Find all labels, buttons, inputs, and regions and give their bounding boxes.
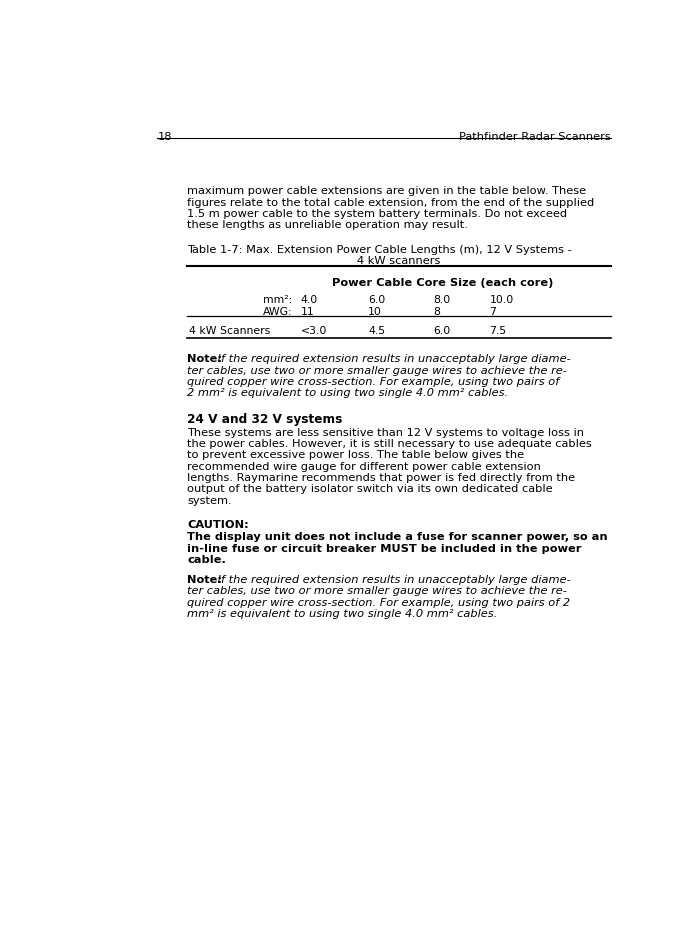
Text: 4 kW Scanners: 4 kW Scanners xyxy=(189,326,270,337)
Text: mm² is equivalent to using two single 4.0 mm² cables.: mm² is equivalent to using two single 4.… xyxy=(187,609,497,619)
Text: 7: 7 xyxy=(489,307,496,317)
Text: quired copper wire cross-section. For example, using two pairs of 2: quired copper wire cross-section. For ex… xyxy=(187,598,570,607)
Text: recommended wire gauge for different power cable extension: recommended wire gauge for different pow… xyxy=(187,462,541,472)
Text: If the required extension results in unacceptably large diame-: If the required extension results in una… xyxy=(214,575,571,585)
Text: system.: system. xyxy=(187,496,231,505)
Text: 11: 11 xyxy=(300,307,314,317)
Text: Table 1-7: Max. Extension Power Cable Lengths (m), 12 V Systems -: Table 1-7: Max. Extension Power Cable Le… xyxy=(187,245,572,254)
Text: these lengths as unreliable operation may result.: these lengths as unreliable operation ma… xyxy=(187,220,468,230)
Text: The display unit does not include a fuse for scanner power, so an: The display unit does not include a fuse… xyxy=(187,533,608,542)
Text: These systems are less sensitive than 12 V systems to voltage loss in: These systems are less sensitive than 12… xyxy=(187,428,584,438)
Text: 4.0: 4.0 xyxy=(300,295,318,306)
Text: If the required extension results in unacceptably large diame-: If the required extension results in una… xyxy=(214,354,571,364)
Text: cable.: cable. xyxy=(187,555,226,565)
Text: Note:: Note: xyxy=(187,354,222,364)
Text: Pathfinder Radar Scanners: Pathfinder Radar Scanners xyxy=(459,131,611,142)
Text: 10: 10 xyxy=(368,307,382,317)
Text: maximum power cable extensions are given in the table below. These: maximum power cable extensions are given… xyxy=(187,186,586,197)
Text: output of the battery isolator switch via its own dedicated cable: output of the battery isolator switch vi… xyxy=(187,484,553,494)
Text: the power cables. However, it is still necessary to use adequate cables: the power cables. However, it is still n… xyxy=(187,439,592,449)
Text: in-line fuse or circuit breaker MUST be included in the power: in-line fuse or circuit breaker MUST be … xyxy=(187,544,581,553)
Text: ter cables, use two or more smaller gauge wires to achieve the re-: ter cables, use two or more smaller gaug… xyxy=(187,587,567,596)
Text: mm²:: mm²: xyxy=(263,295,293,306)
Text: 2 mm² is equivalent to using two single 4.0 mm² cables.: 2 mm² is equivalent to using two single … xyxy=(187,388,508,398)
Text: AWG:: AWG: xyxy=(263,307,293,317)
Text: quired copper wire cross-section. For example, using two pairs of: quired copper wire cross-section. For ex… xyxy=(187,377,559,387)
Text: 8.0: 8.0 xyxy=(433,295,450,306)
Text: 24 V and 32 V systems: 24 V and 32 V systems xyxy=(187,412,342,426)
Text: 6.0: 6.0 xyxy=(433,326,450,337)
Text: to prevent excessive power loss. The table below gives the: to prevent excessive power loss. The tab… xyxy=(187,450,524,461)
Text: ter cables, use two or more smaller gauge wires to achieve the re-: ter cables, use two or more smaller gaug… xyxy=(187,365,567,376)
Text: 4.5: 4.5 xyxy=(368,326,385,337)
Text: lengths. Raymarine recommends that power is fed directly from the: lengths. Raymarine recommends that power… xyxy=(187,473,575,483)
Text: 4 kW scanners: 4 kW scanners xyxy=(358,256,441,266)
Text: <3.0: <3.0 xyxy=(300,326,327,337)
Text: 10.0: 10.0 xyxy=(489,295,514,306)
Text: Power Cable Core Size (each core): Power Cable Core Size (each core) xyxy=(332,278,553,289)
Text: CAUTION:: CAUTION: xyxy=(187,520,249,530)
Text: 6.0: 6.0 xyxy=(368,295,385,306)
Text: 1.5 m power cable to the system battery terminals. Do not exceed: 1.5 m power cable to the system battery … xyxy=(187,209,567,219)
Text: 7.5: 7.5 xyxy=(489,326,507,337)
Text: 18: 18 xyxy=(158,131,172,142)
Text: 8: 8 xyxy=(433,307,440,317)
Text: figures relate to the total cable extension, from the end of the supplied: figures relate to the total cable extens… xyxy=(187,198,595,208)
Text: Note:: Note: xyxy=(187,575,222,585)
